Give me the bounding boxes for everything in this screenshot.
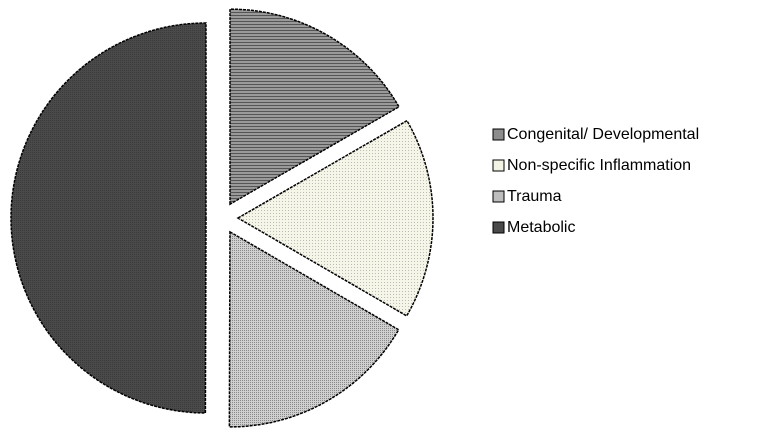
legend-label: Metabolic <box>507 219 575 236</box>
legend-swatch <box>492 221 505 234</box>
legend-swatch <box>492 159 505 172</box>
legend-label: Trauma <box>507 188 562 205</box>
pie-slice <box>236 119 434 317</box>
pie-slice <box>228 230 400 428</box>
legend-label: Non-specific Inflammation <box>507 157 691 174</box>
legend-swatch <box>492 190 505 203</box>
pie-slice <box>10 22 207 414</box>
legend-swatch <box>492 128 505 141</box>
legend-label: Congenital/ Developmental <box>507 126 699 143</box>
pie-slice <box>229 8 401 206</box>
